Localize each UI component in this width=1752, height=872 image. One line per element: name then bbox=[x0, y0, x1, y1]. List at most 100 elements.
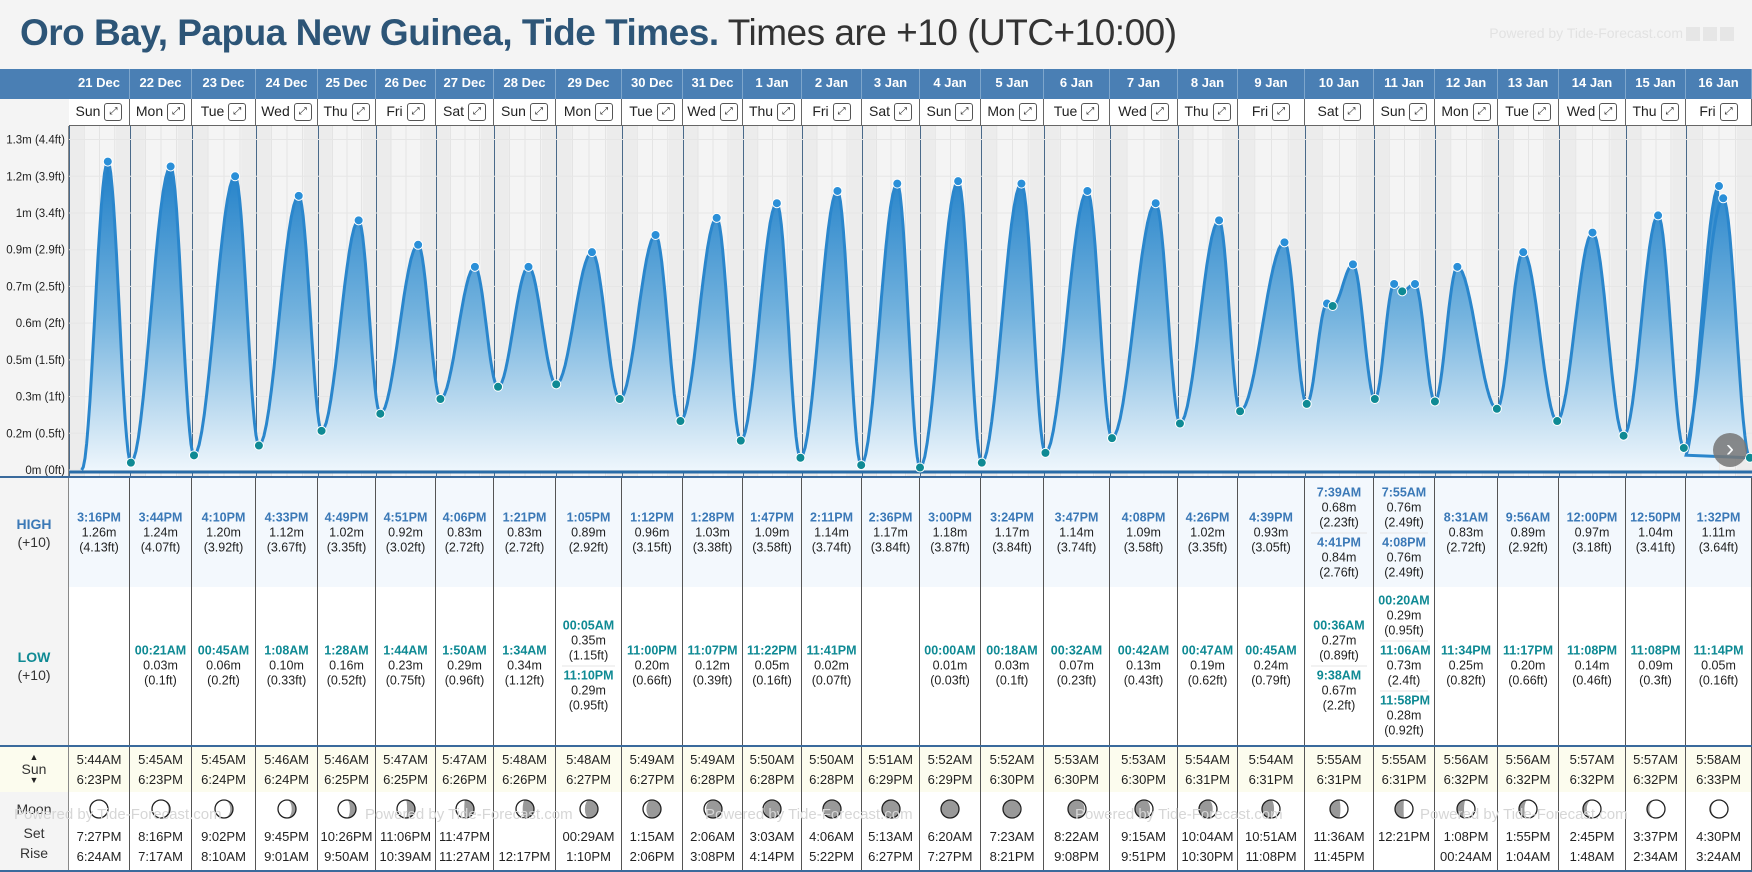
tide-height-m: 0.23m bbox=[376, 659, 435, 674]
low-tide-point[interactable] bbox=[1107, 434, 1116, 443]
expand-arrows-icon[interactable]: ⤢ bbox=[167, 103, 185, 121]
low-tide-point[interactable] bbox=[1328, 302, 1337, 311]
expand-arrows-icon[interactable]: ⤢ bbox=[407, 103, 425, 121]
high-tide-point[interactable] bbox=[1390, 279, 1399, 288]
high-tide-point[interactable] bbox=[103, 157, 112, 166]
expand-arrows-icon[interactable]: ⤢ bbox=[1272, 103, 1290, 121]
moon-times: 1:55PM1:04AM bbox=[1498, 827, 1558, 867]
date-header-cell: 3 Jan bbox=[862, 69, 920, 99]
low-tide-point[interactable] bbox=[254, 441, 263, 450]
expand-arrows-icon[interactable]: ⤢ bbox=[1409, 103, 1427, 121]
low-tide-point[interactable] bbox=[1619, 431, 1628, 440]
expand-arrows-icon[interactable]: ⤢ bbox=[894, 103, 912, 121]
expand-arrows-icon[interactable]: ⤢ bbox=[468, 103, 486, 121]
high-tide-point[interactable] bbox=[954, 177, 963, 186]
high-tide-point[interactable] bbox=[651, 231, 660, 240]
low-tide-point[interactable] bbox=[1041, 448, 1050, 457]
high-tide-point[interactable] bbox=[1715, 182, 1724, 191]
low-tide-point[interactable] bbox=[857, 461, 866, 470]
high-tide-point[interactable] bbox=[1519, 248, 1528, 257]
moon-phase-icon bbox=[277, 799, 297, 819]
expand-arrows-icon[interactable]: ⤢ bbox=[104, 103, 122, 121]
expand-arrows-icon[interactable]: ⤢ bbox=[777, 103, 795, 121]
high-tide-point[interactable] bbox=[166, 162, 175, 171]
expand-arrows-icon[interactable]: ⤢ bbox=[720, 103, 738, 121]
expand-arrows-icon[interactable]: ⤢ bbox=[595, 103, 613, 121]
moon-times: 4:30PM3:24AM bbox=[1686, 827, 1751, 867]
expand-arrows-icon[interactable]: ⤢ bbox=[955, 103, 973, 121]
moon-times: 2:45PM1:48AM bbox=[1559, 827, 1625, 867]
high-tide-point[interactable] bbox=[1083, 186, 1092, 195]
expand-arrows-icon[interactable]: ⤢ bbox=[1151, 103, 1169, 121]
next-days-button[interactable]: › bbox=[1713, 433, 1747, 467]
expand-arrows-icon[interactable]: ⤢ bbox=[228, 103, 246, 121]
high-tide-point[interactable] bbox=[1215, 216, 1224, 225]
tide-time: 00:20AM bbox=[1374, 594, 1434, 609]
high-tide-point[interactable] bbox=[587, 248, 596, 257]
expand-arrows-icon[interactable]: ⤢ bbox=[657, 103, 675, 121]
high-tide-point[interactable] bbox=[772, 199, 781, 208]
moon-times: 11:47PM11:27AM bbox=[436, 827, 493, 867]
low-tide-point[interactable] bbox=[190, 451, 199, 460]
high-tide-point[interactable] bbox=[1017, 179, 1026, 188]
tide-height-ft: (0.03ft) bbox=[920, 674, 980, 689]
expand-arrows-icon[interactable]: ⤢ bbox=[1720, 103, 1738, 121]
expand-arrows-icon[interactable]: ⤢ bbox=[1473, 103, 1491, 121]
high-tide-point[interactable] bbox=[1348, 260, 1357, 269]
expand-arrows-icon[interactable]: ⤢ bbox=[294, 103, 312, 121]
low-tide-point[interactable] bbox=[1370, 395, 1379, 404]
tide-time: 00:00AM bbox=[920, 644, 980, 659]
high-tide-point[interactable] bbox=[294, 191, 303, 200]
high-tide-point[interactable] bbox=[470, 262, 479, 271]
low-tide-point[interactable] bbox=[494, 382, 503, 391]
low-tide-point[interactable] bbox=[126, 458, 135, 467]
low-tide-point[interactable] bbox=[1398, 287, 1407, 296]
low-tide-point[interactable] bbox=[1430, 397, 1439, 406]
high-tide-point[interactable] bbox=[354, 216, 363, 225]
low-tide-point[interactable] bbox=[1302, 399, 1311, 408]
low-tide-point[interactable] bbox=[1679, 443, 1688, 452]
high-tide-point[interactable] bbox=[1654, 211, 1663, 220]
low-tide-point[interactable] bbox=[376, 409, 385, 418]
low-tide-point[interactable] bbox=[436, 395, 445, 404]
high-tide-point[interactable] bbox=[1151, 199, 1160, 208]
sun-times-cell: 5:55AM6:31PM bbox=[1305, 747, 1374, 794]
expand-arrows-icon[interactable]: ⤢ bbox=[1661, 103, 1679, 121]
low-tide-point[interactable] bbox=[916, 463, 925, 472]
high-tide-point[interactable] bbox=[1410, 279, 1419, 288]
low-tide-point[interactable] bbox=[1745, 453, 1752, 462]
expand-arrows-icon[interactable]: ⤢ bbox=[530, 103, 548, 121]
high-tide-point[interactable] bbox=[1280, 238, 1289, 247]
tide-event: 1:34AM0.34m(1.12ft) bbox=[494, 642, 555, 691]
expand-arrows-icon[interactable]: ⤢ bbox=[1213, 103, 1231, 121]
expand-arrows-icon[interactable]: ⤢ bbox=[1081, 103, 1099, 121]
low-tide-point[interactable] bbox=[1236, 407, 1245, 416]
high-tide-point[interactable] bbox=[1719, 194, 1728, 203]
high-tide-point[interactable] bbox=[1588, 228, 1597, 237]
low-tide-point[interactable] bbox=[977, 458, 986, 467]
high-tide-point[interactable] bbox=[712, 213, 721, 222]
high-tide-point[interactable] bbox=[414, 240, 423, 249]
low-tide-point[interactable] bbox=[736, 436, 745, 445]
low-tide-point[interactable] bbox=[552, 380, 561, 389]
expand-arrows-icon[interactable]: ⤢ bbox=[1019, 103, 1037, 121]
expand-arrows-icon[interactable]: ⤢ bbox=[1343, 103, 1361, 121]
sun-times-cell: 5:46AM6:25PM bbox=[318, 747, 376, 794]
high-tide-point[interactable] bbox=[833, 186, 842, 195]
expand-arrows-icon[interactable]: ⤢ bbox=[352, 103, 370, 121]
low-tide-point[interactable] bbox=[1492, 404, 1501, 413]
low-tide-point[interactable] bbox=[615, 395, 624, 404]
low-tide-point[interactable] bbox=[1175, 419, 1184, 428]
high-tide-point[interactable] bbox=[524, 262, 533, 271]
expand-arrows-icon[interactable]: ⤢ bbox=[1599, 103, 1617, 121]
tide-event: 4:41PM0.84m(2.76ft) bbox=[1311, 533, 1367, 583]
expand-arrows-icon[interactable]: ⤢ bbox=[833, 103, 851, 121]
low-tide-point[interactable] bbox=[676, 417, 685, 426]
high-tide-point[interactable] bbox=[1453, 262, 1462, 271]
high-tide-point[interactable] bbox=[893, 179, 902, 188]
low-tide-point[interactable] bbox=[796, 453, 805, 462]
low-tide-point[interactable] bbox=[1553, 417, 1562, 426]
high-tide-point[interactable] bbox=[231, 172, 240, 181]
low-tide-point[interactable] bbox=[317, 426, 326, 435]
expand-arrows-icon[interactable]: ⤢ bbox=[1533, 103, 1551, 121]
